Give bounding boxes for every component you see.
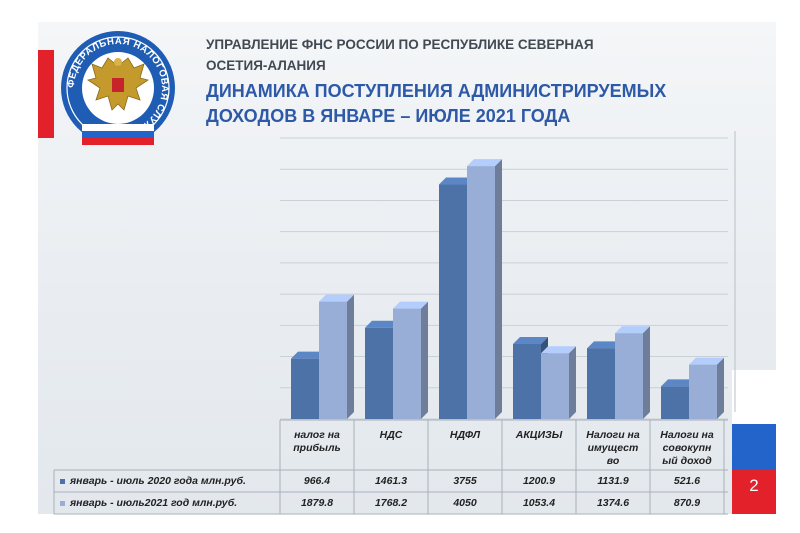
bar-2021-3 <box>541 346 576 419</box>
data-value: 1053.4 <box>522 497 556 509</box>
bar-2021-1 <box>393 301 428 419</box>
data-value: 966.4 <box>303 475 331 487</box>
series-label: январь - июль 2020 года млн.руб. <box>70 475 246 487</box>
bar-2021-5 <box>689 357 724 419</box>
flag-stripes: 2 <box>732 370 776 514</box>
data-value: 3755 <box>453 475 477 487</box>
legend-swatch <box>60 479 65 484</box>
category-label: АКЦИЗЫ <box>515 429 563 441</box>
data-value: 1768.2 <box>374 497 408 509</box>
data-value: 1131.9 <box>597 475 629 487</box>
legend-swatch <box>60 501 65 506</box>
category-label: Налоги на совокупн ый доход <box>660 429 714 467</box>
double-headed-eagle-icon <box>87 57 149 111</box>
data-value: 1461.3 <box>374 475 408 487</box>
data-value: 870.9 <box>673 497 701 509</box>
org-name: УПРАВЛЕНИЕ ФНС РОССИИ ПО РЕСПУБЛИКЕ СЕВЕ… <box>206 37 594 73</box>
data-value: 1374.6 <box>596 497 630 509</box>
series-label: январь - июль2021 год млн.руб. <box>70 497 238 509</box>
slide: ФЕДЕРАЛЬНАЯ НАЛОГОВАЯ СЛУЖБА УПРАВЛЕНИЕ … <box>38 22 776 514</box>
data-value: 1200.9 <box>522 475 556 487</box>
red-accent-bar <box>38 50 54 138</box>
data-value: 4050 <box>453 497 477 509</box>
category-label: НДФЛ <box>449 429 481 441</box>
category-label: НДС <box>379 429 403 441</box>
category-label: Налоги на имущест во <box>586 429 640 467</box>
category-label: налог на прибыль <box>293 429 341 454</box>
fns-logo: ФЕДЕРАЛЬНАЯ НАЛОГОВАЯ СЛУЖБА <box>61 31 175 145</box>
data-value: 521.6 <box>673 475 701 487</box>
bar-2021-0 <box>319 294 354 419</box>
bar-2021-2 <box>467 159 502 419</box>
data-value: 1879.8 <box>300 497 334 509</box>
page-number: 2 <box>749 476 759 495</box>
slide-title: ДИНАМИКА ПОСТУПЛЕНИЯ АДМИНИСТРИРУЕМЫХ ДО… <box>206 81 667 126</box>
bar-2021-4 <box>615 326 650 419</box>
